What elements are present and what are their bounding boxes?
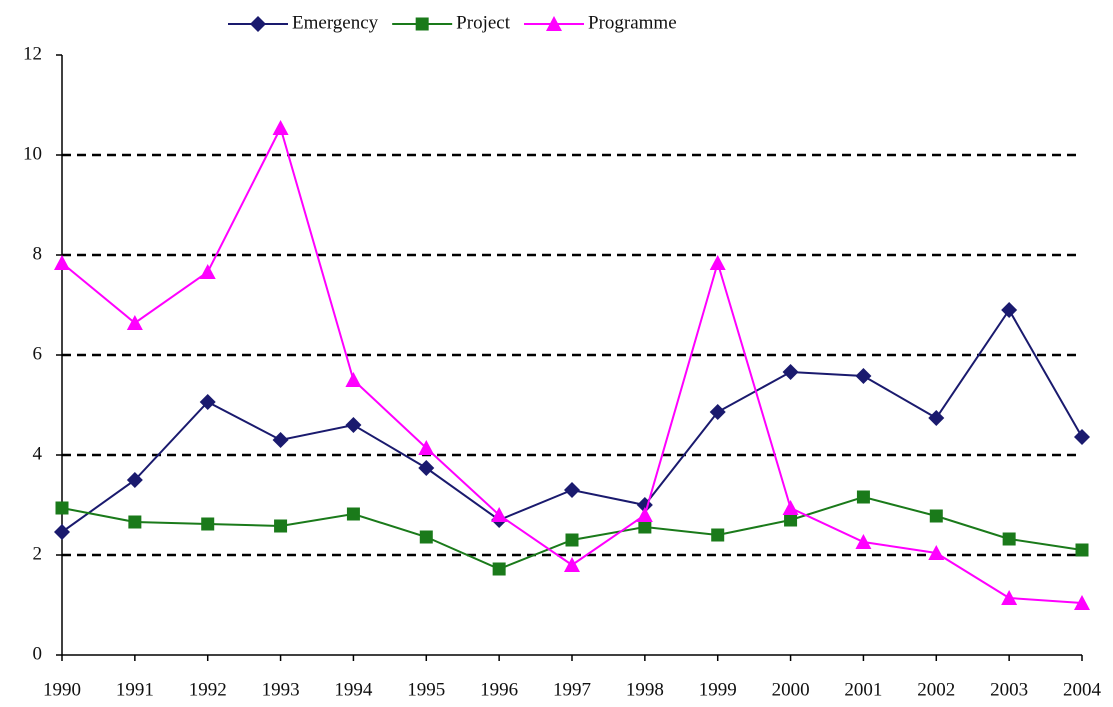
point	[928, 545, 945, 560]
x-tick-label: 2004	[1063, 679, 1102, 700]
x-tick-label: 1999	[699, 679, 737, 700]
x-tick-label: 1994	[334, 679, 373, 700]
point	[201, 517, 215, 531]
series-line	[61, 125, 1083, 604]
point	[418, 440, 435, 455]
x-tick-label: 1993	[262, 679, 300, 700]
point	[782, 364, 799, 380]
point	[492, 562, 506, 576]
point	[784, 513, 798, 527]
point	[709, 255, 726, 270]
point	[782, 500, 799, 515]
point	[638, 520, 652, 534]
point	[54, 255, 70, 270]
x-tick-label: 1995	[407, 679, 445, 700]
point	[564, 557, 580, 572]
series-line	[61, 308, 1083, 533]
point	[1074, 595, 1090, 610]
point	[345, 372, 362, 387]
x-tick-label: 1996	[480, 679, 518, 700]
point	[929, 509, 943, 523]
y-tick-label: 10	[23, 143, 42, 164]
point	[1001, 302, 1018, 318]
x-tick-label: 1991	[116, 679, 154, 700]
x-tick-label: 1997	[553, 679, 591, 700]
legend-label: Programme	[588, 12, 677, 33]
point	[126, 315, 143, 330]
point	[126, 472, 143, 488]
point	[1074, 429, 1090, 445]
point	[128, 515, 142, 529]
point	[274, 519, 288, 533]
point	[491, 507, 508, 522]
y-tick-label: 0	[33, 643, 43, 664]
x-tick-label: 2003	[990, 679, 1028, 700]
point	[345, 417, 362, 433]
y-tick-label: 6	[33, 343, 43, 364]
point	[1002, 532, 1016, 546]
point	[564, 482, 580, 498]
point	[636, 507, 653, 522]
point	[346, 507, 360, 521]
legend-marker	[250, 16, 266, 32]
point	[856, 490, 870, 504]
point	[855, 534, 872, 549]
y-tick-label: 8	[33, 243, 43, 264]
point	[199, 394, 216, 410]
point	[709, 404, 726, 420]
point	[272, 432, 289, 448]
point	[418, 460, 435, 476]
x-tick-label: 2002	[917, 679, 955, 700]
y-tick-label: 2	[33, 543, 43, 564]
point	[1075, 543, 1089, 557]
y-tick-label: 4	[33, 443, 43, 464]
legend-label: Project	[456, 12, 511, 33]
point	[419, 530, 433, 544]
point	[855, 368, 872, 384]
x-tick-label: 1998	[626, 679, 664, 700]
x-tick-label: 1992	[189, 679, 227, 700]
point	[565, 533, 579, 547]
x-tick-label: 2000	[772, 679, 810, 700]
point	[711, 528, 725, 542]
x-tick-label: 1990	[43, 679, 81, 700]
x-tick-label: 2001	[844, 679, 882, 700]
legend-marker	[415, 17, 429, 31]
point	[1001, 590, 1018, 605]
y-tick-label: 12	[23, 43, 42, 64]
point	[928, 410, 945, 426]
point	[54, 524, 70, 540]
point	[55, 501, 69, 515]
point	[199, 264, 216, 279]
point	[272, 120, 289, 135]
legend-marker	[546, 16, 562, 31]
legend-label: Emergency	[292, 12, 379, 33]
